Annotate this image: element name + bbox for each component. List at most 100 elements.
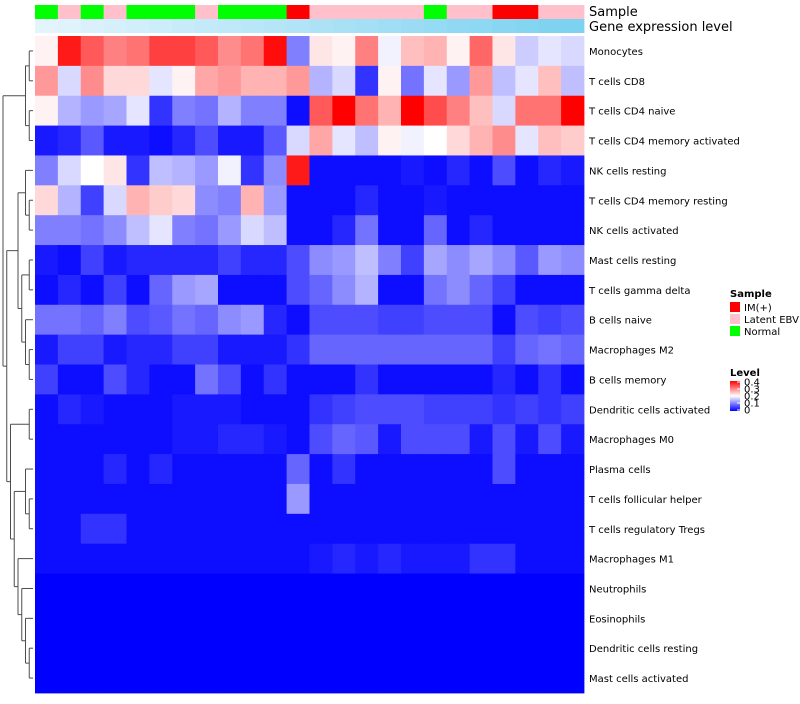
heatmap-cell bbox=[103, 663, 127, 694]
heatmap-cell bbox=[561, 603, 585, 634]
heatmap-cell bbox=[492, 573, 516, 604]
heatmap-cell bbox=[103, 633, 127, 664]
heatmap-cell bbox=[80, 215, 105, 246]
heatmap-cell bbox=[286, 633, 310, 664]
heatmap-cell bbox=[378, 394, 402, 425]
heatmap-cell bbox=[401, 513, 425, 545]
heatmap-cell bbox=[561, 543, 585, 574]
heatmap-cell bbox=[240, 364, 265, 395]
heatmap-cell bbox=[218, 155, 242, 186]
heatmap-cell bbox=[35, 483, 59, 515]
heatmap-cell bbox=[286, 65, 310, 97]
heatmap-cell bbox=[80, 155, 105, 186]
heatmap-cell bbox=[195, 633, 219, 664]
heatmap-cell bbox=[126, 603, 150, 634]
row-label: Mast cells activated bbox=[589, 674, 688, 685]
heatmap-cell bbox=[355, 95, 379, 126]
legend-level-colorbar bbox=[730, 381, 740, 411]
heatmap-cell bbox=[469, 394, 493, 425]
expression-annotation-cell bbox=[492, 19, 516, 33]
heatmap-cell bbox=[309, 543, 333, 574]
track-label-sample: Sample bbox=[589, 5, 638, 20]
heatmap-cell bbox=[103, 573, 127, 604]
heatmap-cell bbox=[355, 65, 379, 97]
heatmap-cell bbox=[218, 95, 242, 126]
heatmap-cell bbox=[103, 424, 127, 455]
heatmap-cell bbox=[469, 215, 493, 246]
row-label: Macrophages M0 bbox=[589, 435, 674, 446]
heatmap-cell bbox=[538, 95, 562, 126]
heatmap-cell bbox=[80, 663, 105, 694]
heatmap-cell bbox=[469, 245, 493, 276]
heatmap-cell bbox=[57, 95, 82, 126]
heatmap-cell bbox=[126, 36, 150, 67]
heatmap-cell bbox=[355, 394, 379, 425]
heatmap-cell bbox=[80, 573, 105, 604]
heatmap-cell bbox=[240, 603, 265, 634]
heatmap-cell bbox=[332, 394, 356, 425]
heatmap-cell bbox=[195, 513, 219, 545]
heatmap-cell bbox=[103, 185, 127, 216]
sample-annotation-cell bbox=[332, 5, 356, 19]
heatmap-cell bbox=[378, 364, 402, 395]
sample-annotation-cell bbox=[469, 5, 493, 19]
heatmap-cell bbox=[80, 125, 105, 156]
heatmap-cell bbox=[469, 513, 493, 545]
expression-annotation-cell bbox=[80, 19, 105, 33]
heatmap-cell bbox=[561, 36, 585, 67]
heatmap-cell bbox=[103, 65, 127, 97]
heatmap-cell bbox=[286, 573, 310, 604]
heatmap-cell bbox=[218, 185, 242, 216]
heatmap-cell bbox=[172, 245, 196, 276]
heatmap-cell bbox=[561, 394, 585, 425]
heatmap-cell bbox=[332, 424, 356, 455]
heatmap-cell bbox=[446, 245, 471, 276]
heatmap-cell bbox=[469, 155, 493, 186]
heatmap-cell bbox=[515, 424, 539, 455]
heatmap-cell bbox=[515, 95, 539, 126]
heatmap-cell bbox=[218, 543, 242, 574]
heatmap-cell bbox=[401, 573, 425, 604]
heatmap-cell bbox=[286, 125, 310, 156]
heatmap-cell bbox=[172, 155, 196, 186]
heatmap-cell bbox=[309, 603, 333, 634]
heatmap-cell bbox=[355, 424, 379, 455]
row-label: T cells CD4 naive bbox=[588, 107, 675, 118]
heatmap-cell bbox=[561, 633, 585, 664]
heatmap-cell bbox=[263, 543, 288, 574]
heatmap-cell bbox=[538, 274, 562, 306]
heatmap-cell bbox=[103, 334, 127, 365]
heatmap-cell bbox=[172, 334, 196, 365]
sample-annotation-cell bbox=[492, 5, 516, 19]
heatmap-cell bbox=[149, 573, 173, 604]
heatmap-cell bbox=[309, 215, 333, 246]
heatmap-cell bbox=[515, 215, 539, 246]
heatmap-cell bbox=[492, 424, 516, 455]
heatmap-cell bbox=[309, 394, 333, 425]
heatmap-cell bbox=[195, 543, 219, 574]
heatmap-cell bbox=[401, 663, 425, 694]
heatmap-cell bbox=[263, 245, 288, 276]
row-label: T cells CD4 memory resting bbox=[588, 196, 728, 207]
heatmap-cell bbox=[355, 155, 379, 186]
heatmap-cell bbox=[423, 663, 448, 694]
heatmap-cell bbox=[492, 454, 516, 485]
heatmap-cell bbox=[195, 394, 219, 425]
legend-level-tick-label: 0.1 bbox=[744, 399, 760, 410]
legend-level-tick-label: 0.3 bbox=[744, 385, 760, 396]
heatmap-cell bbox=[492, 215, 516, 246]
heatmap-cell bbox=[515, 603, 539, 634]
heatmap-cell bbox=[80, 36, 105, 67]
heatmap-cell bbox=[515, 185, 539, 216]
heatmap-cell bbox=[561, 65, 585, 97]
heatmap-cell bbox=[401, 483, 425, 515]
heatmap-cell bbox=[309, 155, 333, 186]
heatmap-cell bbox=[126, 454, 150, 485]
expression-annotation-cell bbox=[332, 19, 356, 33]
heatmap-cell bbox=[423, 364, 448, 395]
heatmap-cell bbox=[446, 663, 471, 694]
heatmap-cell bbox=[195, 304, 219, 336]
legend-level-title: Level bbox=[730, 368, 760, 379]
heatmap-cell bbox=[172, 274, 196, 306]
